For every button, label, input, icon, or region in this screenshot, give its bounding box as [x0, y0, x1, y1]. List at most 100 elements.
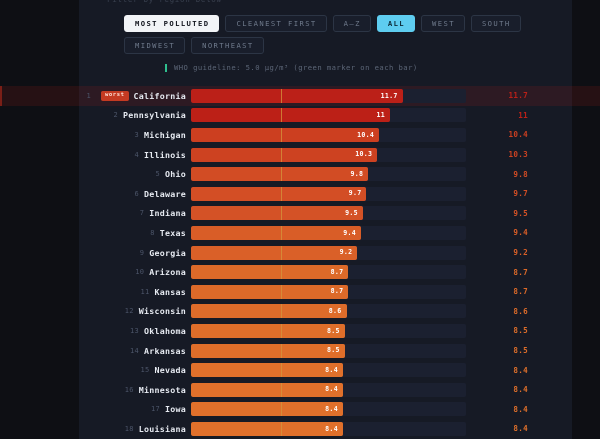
row-state-name: Arkansas: [144, 345, 186, 356]
row-label-group: 5 Ohio: [86, 169, 191, 179]
bar-value-label: 9.8: [350, 169, 364, 178]
filter-button-south[interactable]: SOUTH: [470, 15, 521, 33]
row-label-group: 6 Delaware: [86, 189, 191, 199]
ranking-row[interactable]: 15 Nevada 8.4 8.4: [0, 360, 600, 380]
bar-value-label: 8.4: [325, 424, 338, 433]
filter-button-all[interactable]: ALL: [376, 15, 416, 33]
row-value: 10.4: [508, 130, 528, 140]
who-guideline-marker: [281, 225, 283, 240]
row-rank: 17: [150, 405, 161, 414]
row-state-name: Arizona: [149, 267, 186, 278]
ranking-row[interactable]: 5 Ohio 9.8 9.8: [0, 164, 600, 184]
ranking-row[interactable]: 6 Delaware 9.7 9.7: [0, 184, 600, 204]
row-state-name: Ohio: [165, 169, 186, 180]
row-label-group: 13 Oklahoma: [86, 326, 191, 336]
bar-value-label: 10.4: [357, 130, 375, 139]
filter-button-midwest[interactable]: MIDWEST: [124, 37, 186, 55]
who-guideline-marker: [281, 167, 283, 182]
row-rank: 2: [113, 111, 119, 120]
bar-track: 8.4: [191, 402, 466, 417]
row-label-group: 11 Kansas: [86, 287, 191, 297]
row-rank: 18: [124, 424, 134, 433]
who-guideline-marker: [281, 402, 283, 417]
row-value: 9.2: [513, 248, 528, 258]
ranking-row[interactable]: 4 Illinois 10.3 10.3: [0, 145, 600, 165]
ranking-row[interactable]: 3 Michigan 10.4 10.4: [0, 125, 600, 145]
ranking-row[interactable]: 16 Minnesota 8.4 8.4: [0, 380, 600, 400]
row-label-group: 15 Nevada: [86, 365, 191, 375]
row-rank: 3: [134, 130, 140, 139]
bar-value-label: 8.5: [326, 326, 340, 335]
row-rank: 6: [134, 189, 140, 198]
row-state-name: Texas: [159, 227, 186, 238]
bar-track: 9.5: [191, 206, 466, 221]
row-value: 9.8: [513, 169, 528, 179]
who-guideline-marker: [281, 343, 283, 358]
row-label-group: 3 Michigan: [86, 130, 191, 140]
ranking-row[interactable]: 18 Louisiana 8.4 8.4: [0, 419, 600, 439]
bar-value-label: 8.7: [330, 267, 344, 276]
row-state-name: Illinois: [144, 149, 186, 160]
filter-button-northeast[interactable]: NORTHEAST: [191, 37, 264, 55]
filter-button-a-z[interactable]: A–Z: [332, 15, 371, 33]
row-value: 9.5: [513, 208, 528, 218]
bar-track: 9.4: [191, 225, 466, 240]
filter-button-cleanest-first[interactable]: CLEANEST FIRST: [225, 15, 327, 33]
ranking-row[interactable]: 2 Pennsylvania 11 11: [0, 106, 600, 126]
row-label-group: 2 Pennsylvania: [86, 110, 191, 120]
who-guideline-marker: [281, 265, 283, 280]
row-state-name: Minnesota: [138, 384, 186, 395]
row-state-name: Nevada: [154, 365, 186, 376]
who-guideline-marker: [281, 88, 283, 103]
filter-button-most-polluted[interactable]: MOST POLLUTED: [124, 15, 220, 33]
row-rank: 9: [139, 248, 145, 257]
bar-track: 8.7: [191, 284, 466, 299]
bar-track: 9.7: [191, 186, 466, 201]
bar-fill: 11: [191, 108, 390, 123]
filter-button-west[interactable]: WEST: [421, 15, 465, 33]
row-rank: 16: [124, 385, 134, 394]
row-value: 8.7: [513, 267, 528, 277]
bar-track: 8.5: [191, 323, 466, 338]
row-state-name: Wisconsin: [138, 306, 186, 317]
ranking-row[interactable]: 10 Arizona 8.7 8.7: [0, 262, 600, 282]
row-value: 11.7: [508, 91, 528, 101]
who-guideline-marker: [281, 147, 283, 162]
worst-badge: worst: [100, 91, 129, 101]
row-value: 8.5: [513, 346, 528, 356]
bar-fill: 8.4: [191, 402, 343, 417]
ranking-row[interactable]: 1 worst California 11.7 11.7: [0, 86, 600, 106]
bar-fill: 8.5: [191, 343, 345, 358]
bar-fill: 8.4: [191, 382, 343, 397]
filter-hint: Filter by region below: [107, 0, 222, 4]
ranking-row[interactable]: 8 Texas 9.4 9.4: [0, 223, 600, 243]
ranking-row[interactable]: 14 Arkansas 8.5 8.5: [0, 341, 600, 361]
bar-track: 8.4: [191, 363, 466, 378]
ranking-row[interactable]: 11 Kansas 8.7 8.7: [0, 282, 600, 302]
bar-value-label: 8.4: [325, 365, 338, 374]
bar-value-label: 9.5: [345, 209, 358, 218]
row-rank: 10: [135, 268, 145, 277]
bar-value-label: 8.4: [325, 405, 338, 413]
row-state-name: Oklahoma: [144, 325, 186, 336]
who-guideline-marker: [281, 284, 283, 299]
bar-fill: 10.4: [191, 127, 380, 142]
row-value: 8.7: [513, 287, 528, 297]
bar-value-label: 11: [376, 111, 385, 120]
bar-track: 11: [191, 108, 466, 123]
ranking-row[interactable]: 13 Oklahoma 8.5 8.5: [0, 321, 600, 341]
ranking-row[interactable]: 17 Iowa 8.4 8.4: [0, 400, 600, 420]
bar-fill: 8.4: [191, 421, 343, 436]
ranking-row[interactable]: 12 Wisconsin 8.6 8.6: [0, 302, 600, 322]
row-value: 8.5: [513, 326, 528, 336]
row-value: 9.4: [513, 228, 528, 238]
row-rank: 7: [139, 209, 145, 218]
row-rank: 11: [140, 287, 150, 296]
ranking-row[interactable]: 9 Georgia 9.2 9.2: [0, 243, 600, 263]
bar-fill: 10.3: [191, 147, 378, 162]
row-value: 8.4: [513, 385, 528, 395]
who-guideline-marker: [281, 304, 283, 319]
row-rank: 14: [130, 346, 140, 355]
ranking-row[interactable]: 7 Indiana 9.5 9.5: [0, 204, 600, 224]
bar-value-label: 11.7: [380, 91, 398, 100]
